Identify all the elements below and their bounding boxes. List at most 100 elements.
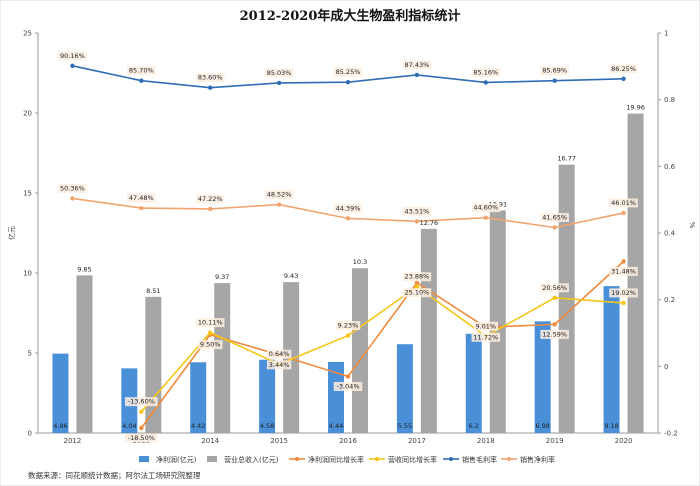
revenue-growth-data-label: 9.01% [475,322,496,330]
gross-margin-point [208,85,213,90]
net-profit-growth-point [139,425,144,431]
gross-margin-label-bg [540,66,569,76]
legend-marker-net-profit-growth [295,457,299,461]
x-tick-label: 2015 [270,437,288,445]
net-margin-label-bg [127,193,156,203]
revenue-data-label: 9.37 [215,273,229,281]
gross-margin-point [621,76,626,82]
net-profit-data-label: 4.44 [329,422,343,430]
legend-label-net-profit-growth: 净利润同比增长率 [308,455,364,464]
net-margin-point [552,225,557,230]
legend-swatch-revenue [207,456,217,462]
y-right-tick-label: 0.6 [664,163,676,171]
revenue-growth-point [139,409,144,414]
net-margin-point [276,202,282,207]
y-right-tick-label: 0.8 [664,96,675,104]
y-left-tick-label: 15 [23,190,32,198]
net-margin-data-label: 47.48% [129,194,154,202]
revenue-bar [352,268,368,433]
net-profit-data-label: 6.98 [535,422,549,430]
net-margin-data-label: 46.01% [611,199,636,207]
net-margin-data-label: 43.51% [404,207,429,215]
gross-margin-data-label: 86.25% [611,65,636,73]
net-margin-label-bg [540,213,569,222]
net-profit-growth-data-label: 9.50% [200,341,221,349]
revenue-growth-label-bg [473,321,499,331]
net-profit-data-label: 6.2 [469,422,479,430]
revenue-data-label: 9.43 [284,272,298,280]
gross-margin-label-bg [264,68,294,78]
gross-margin-point [483,80,488,85]
legend: 净利润(亿元) 营业总收入(亿元) 净利润同比增长率 营收同比增长率 销售毛利率 销售净利… [139,455,555,464]
net-margin-data-label: 44.39% [336,204,361,212]
legend-label-net-profit: 净利润(亿元) [156,455,197,464]
gross-margin-label-bg [471,67,501,77]
legend-marker-net-margin [507,457,511,461]
revenue-data-label: 19.96 [626,104,645,112]
net-profit-growth-data-label: 11.72% [473,333,498,341]
series-lines [70,63,626,431]
gross-margin-point [139,78,144,83]
legend-label-gross-margin: 销售毛利率 [462,455,497,464]
y-right-tick-label: -0.2 [664,430,678,438]
revenue-bar [214,283,231,433]
gross-margin-data-label: 85.16% [473,68,498,76]
net-margin-point [483,215,488,220]
net-profit-growth-data-label: -18.50% [128,434,155,442]
legend-label-net-margin: 销售净利率 [520,455,555,464]
gross-margin-point [414,72,420,78]
gross-margin-label-bg [609,64,638,74]
net-profit-growth-label-bg [471,332,501,342]
net-profit-growth-label-bg [266,360,292,370]
net-profit-growth-data-label: 25.10% [404,289,429,297]
net-profit-growth-data-label: 3.44% [269,361,290,369]
legend-label-revenue: 营业总收入(亿元) [224,455,279,464]
net-profit-bar [259,359,276,433]
y-left-tick-label: 10 [23,270,32,278]
revenue-bar [76,275,93,433]
gross-margin-data-label: 83.60% [198,74,223,82]
net-margin-data-label: 50.36% [60,184,85,192]
revenue-growth-data-label: 19.02% [611,289,636,297]
y-right-tick-label: 0.2 [664,296,675,304]
revenue-growth-data-label: 0.64% [269,350,290,358]
legend-swatch-net-profit [139,456,149,462]
y-left-tick-label: 20 [23,110,32,118]
revenue-bar [489,210,506,433]
net-profit-growth-point [345,374,351,379]
net-profit-growth-label-bg [402,288,432,298]
revenue-growth-point [208,330,213,335]
x-tick-label: 2019 [546,437,564,445]
net-margin-point [70,196,75,201]
net-profit-bar [328,361,344,433]
revenue-growth-data-label: 23.88% [404,273,429,281]
gross-margin-data-label: 87.43% [404,61,429,69]
revenue-growth-label-bg [540,283,569,293]
gross-margin-data-label: 85.70% [129,67,154,75]
revenue-growth-point [621,300,626,306]
net-profit-bar [52,353,69,433]
source-note: 数据来源：同花顺统计数据；阿尔法工场研究院整理 [28,470,201,480]
net-profit-growth-label-bg [197,340,223,350]
revenue-growth-label-bg [124,397,158,407]
y-right-tick-label: 0.4 [664,230,676,238]
net-profit-growth-point [552,322,557,327]
x-tick-label: 2020 [615,437,633,445]
x-tick-label: 2012 [64,437,82,445]
revenue-growth-data-label: 9.23% [338,322,359,330]
net-margin-label-bg [333,203,363,213]
net-margin-label-bg [264,190,294,200]
y-right-tick-label: 0 [664,363,668,371]
data-labels: 4.96 4.04 4.42 4.58 4.44 5.55 6.2 6.98 9.18 9.85 8… [53,51,645,443]
net-margin-label-bg [402,206,432,216]
net-profit-bar [534,321,551,433]
revenue-data-label: 8.51 [146,287,160,295]
revenue-data-label: 10.3 [353,258,367,266]
gross-margin-label-bg [127,66,156,76]
gross-margin-data-label: 90.16% [60,52,85,60]
net-profit-growth-label-bg [333,381,363,391]
net-profit-data-label: 9.18 [604,422,618,430]
revenue-growth-data-label: 20.56% [542,284,567,292]
